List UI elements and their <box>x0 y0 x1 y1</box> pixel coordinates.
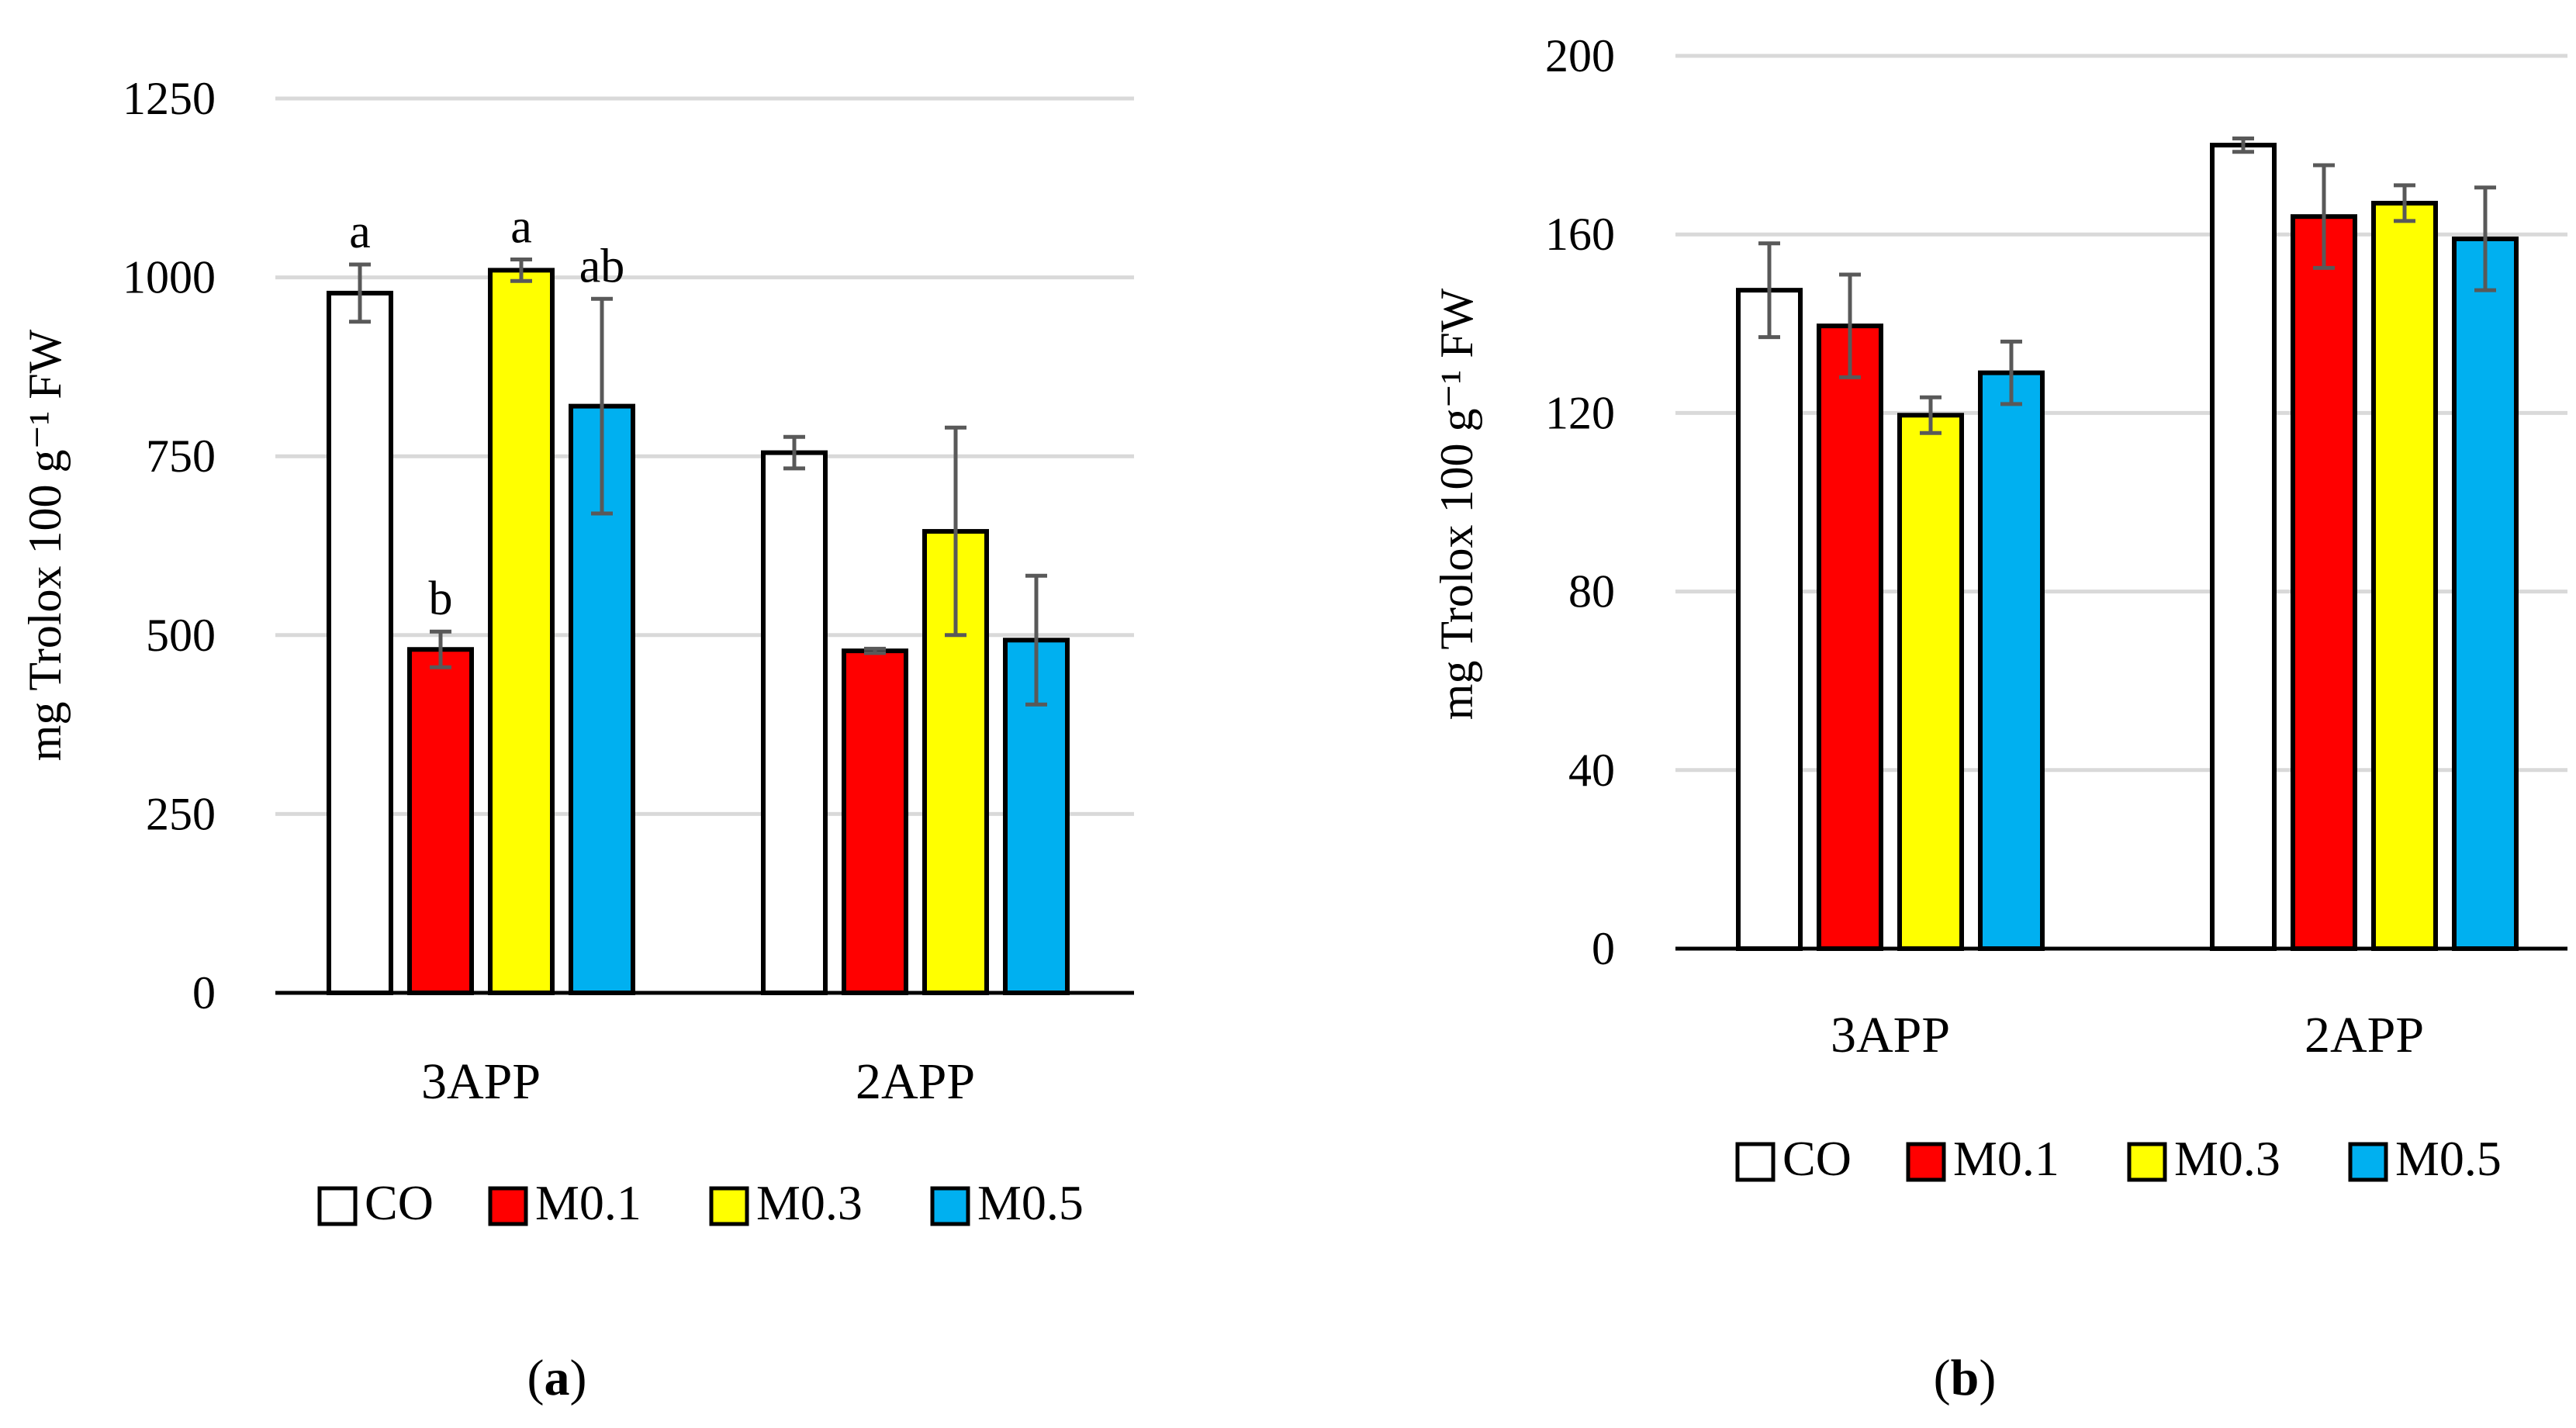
bar <box>761 450 828 995</box>
legend-swatch <box>317 1186 358 1226</box>
chart-panel-b: 0 40 80 120 160 200 3APP 2APP mg Trolox 100 g⁻¹ … <box>1431 30 2567 1406</box>
x-category-label: 3APP <box>1831 1007 1950 1063</box>
y-tick-label: 250 <box>146 788 216 839</box>
legend-swatch <box>2348 1142 2388 1182</box>
bar <box>1817 323 1883 951</box>
significance-label: a <box>510 201 532 254</box>
legend-swatch <box>2127 1142 2167 1182</box>
bar <box>2452 236 2519 951</box>
y-tick-label: 0 <box>192 967 216 1018</box>
legend-swatch <box>1735 1142 1776 1182</box>
y-tick-label: 1250 <box>123 73 216 124</box>
y-tick-label: 40 <box>1568 745 1615 796</box>
y-tick-label: 1000 <box>123 252 216 303</box>
panel-label: (a) <box>527 1350 587 1406</box>
legend-label: M0.5 <box>977 1175 1084 1230</box>
legend-label: CO <box>365 1175 434 1230</box>
significance-label: ab <box>579 240 625 292</box>
y-tick-label: 0 <box>1592 923 1615 974</box>
legend-swatch <box>1906 1142 1946 1182</box>
bar <box>1736 288 1803 951</box>
bar <box>2291 214 2357 951</box>
legend: CO M0.1 M0.3 M0.5 <box>317 1175 1084 1230</box>
bar <box>488 268 555 996</box>
legend-swatch <box>488 1186 528 1226</box>
bar <box>327 290 393 995</box>
legend-label: M0.3 <box>2174 1131 2280 1186</box>
legend: CO M0.1 M0.3 M0.5 <box>1735 1131 2502 1186</box>
legend-label: M0.1 <box>1953 1131 2059 1186</box>
legend-swatch <box>930 1186 970 1226</box>
bar <box>2371 200 2438 952</box>
legend-swatch <box>709 1186 749 1226</box>
y-tick-label: 160 <box>1545 209 1615 260</box>
y-axis-label: mg Trolox 100 g⁻¹ FW <box>19 329 71 761</box>
x-category-label: 3APP <box>421 1053 541 1110</box>
y-tick-label: 80 <box>1568 566 1615 617</box>
legend-label: M0.5 <box>2395 1131 2502 1186</box>
bar <box>407 647 474 995</box>
significance-label: b <box>429 572 453 625</box>
x-category-label: 2APP <box>856 1053 975 1110</box>
y-tick-label: 750 <box>146 430 216 482</box>
legend-label: M0.3 <box>756 1175 863 1230</box>
significance-label: a <box>349 206 371 258</box>
bar <box>2210 143 2277 952</box>
y-tick-label: 120 <box>1545 387 1615 438</box>
bar <box>1978 370 2045 952</box>
panel-label: (b) <box>1934 1350 1997 1406</box>
legend-label: M0.1 <box>535 1175 641 1230</box>
bar <box>842 648 908 995</box>
y-tick-label: 200 <box>1545 30 1615 81</box>
bar <box>1897 413 1964 951</box>
y-tick-label: 500 <box>146 610 216 661</box>
legend-label: CO <box>1782 1131 1852 1186</box>
x-category-label: 2APP <box>2305 1007 2424 1063</box>
y-axis-label: mg Trolox 100 g⁻¹ FW <box>1431 288 1482 720</box>
